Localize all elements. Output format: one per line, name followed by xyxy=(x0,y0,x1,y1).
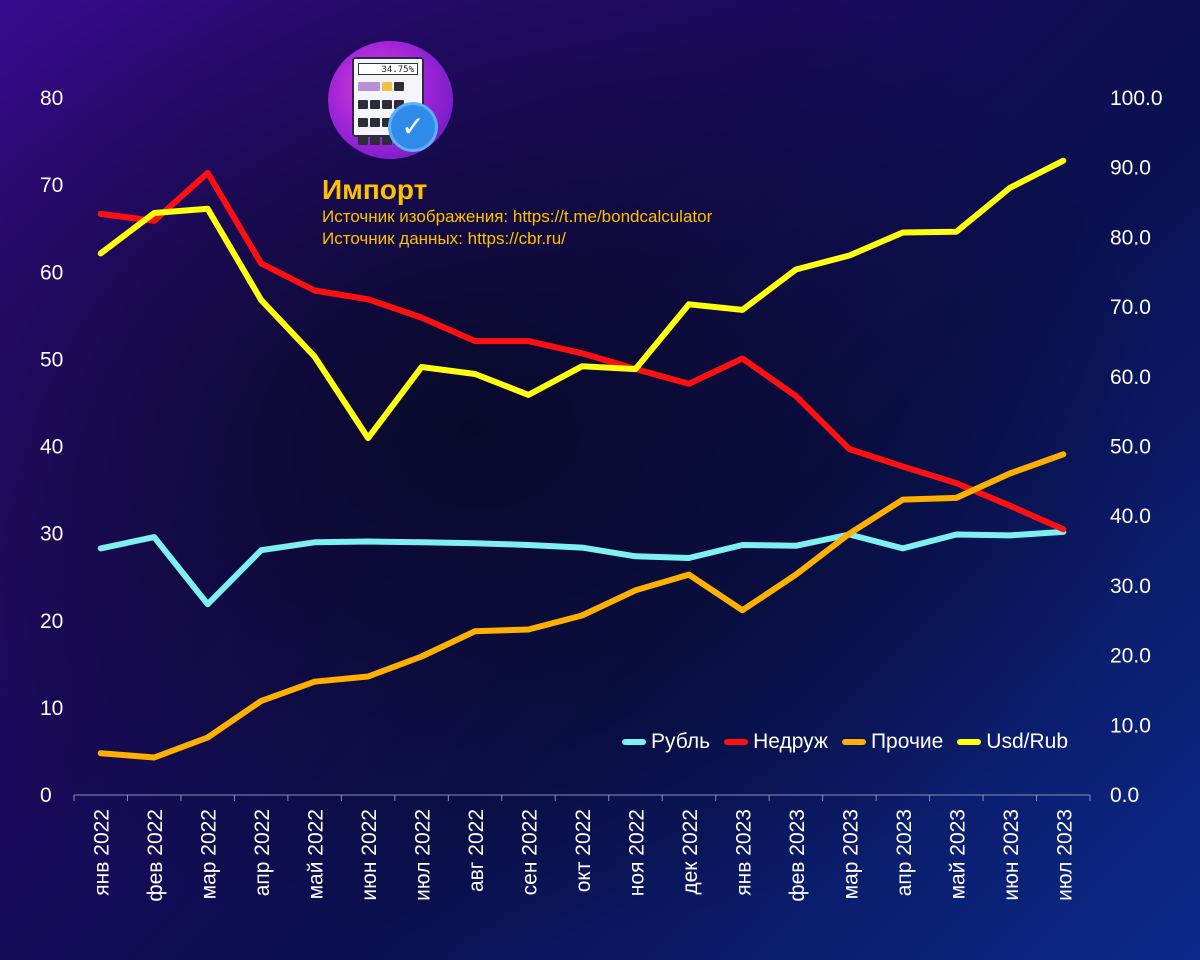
x-tick-label: май 2023 xyxy=(946,809,969,899)
data-source-text: Источник данных: https://cbr.ru/ xyxy=(322,229,566,248)
x-tick-label: июн 2022 xyxy=(358,809,381,901)
chart-legend: Рубль Недруж Прочие Usd/Rub xyxy=(622,730,1068,754)
legend-item: Прочие xyxy=(841,730,944,754)
x-tick-label: окт 2022 xyxy=(572,809,595,892)
image-source-text: Источник изображения: https://t.me/bondc… xyxy=(322,207,713,226)
x-tick-label: май 2022 xyxy=(305,809,328,899)
y-left-tick-label: 80 xyxy=(40,87,63,110)
legend-swatch xyxy=(957,739,982,745)
y-right-tick-label: 50.0 xyxy=(1110,436,1151,459)
calculator-screen: 34.75% xyxy=(358,63,418,75)
legend-item: Usd/Rub xyxy=(957,730,1068,754)
x-tick-label: фев 2023 xyxy=(786,809,809,902)
legend-swatch xyxy=(724,739,749,745)
y-right-tick-label: 60.0 xyxy=(1110,366,1151,389)
x-tick-label: сен 2022 xyxy=(519,809,542,895)
x-tick-label: мар 2022 xyxy=(198,809,221,899)
y-left-tick-label: 0 xyxy=(40,784,52,807)
series-line-1 xyxy=(97,528,1067,608)
x-tick-label: июл 2022 xyxy=(412,809,435,901)
x-tick-label: апр 2022 xyxy=(251,809,274,896)
y-left-tick-label: 60 xyxy=(40,261,63,284)
series-line-2 xyxy=(97,169,1067,533)
x-tick-label: апр 2023 xyxy=(893,809,916,896)
y-left-tick-label: 30 xyxy=(40,523,63,546)
series-line-4 xyxy=(97,157,1067,442)
y-left-tick-label: 40 xyxy=(40,436,63,459)
y-right-tick-label: 10.0 xyxy=(1110,714,1151,737)
x-tick-label: мар 2023 xyxy=(839,809,862,899)
chart-title: Импорт xyxy=(322,174,428,205)
y-right-tick-label: 90.0 xyxy=(1110,157,1151,180)
y-right-tick-label: 70.0 xyxy=(1110,296,1151,319)
x-tick-label: янв 2023 xyxy=(732,809,755,896)
x-tick-label: фев 2022 xyxy=(144,809,167,902)
x-tick-label: ноя 2022 xyxy=(625,809,648,896)
legend-label: Usd/Rub xyxy=(986,730,1068,753)
y-left-tick-label: 20 xyxy=(40,610,63,633)
x-tick-label: янв 2022 xyxy=(91,809,114,896)
calculator-logo: 34.75% ✓ xyxy=(328,41,453,159)
y-right-tick-label: 80.0 xyxy=(1110,226,1151,249)
legend-swatch xyxy=(841,739,866,745)
legend-swatch xyxy=(622,739,647,745)
y-right-tick-label: 40.0 xyxy=(1110,505,1151,528)
y-left-tick-label: 50 xyxy=(40,348,63,371)
legend-label: Недруж xyxy=(753,730,828,753)
legend-label: Рубль xyxy=(651,730,711,753)
x-tick-label: июл 2023 xyxy=(1053,809,1076,901)
legend-item: Рубль xyxy=(622,730,710,754)
y-right-tick-label: 20.0 xyxy=(1110,645,1151,668)
calculator-icon: 34.75% xyxy=(352,57,424,145)
y-right-tick-label: 100.0 xyxy=(1110,87,1163,110)
legend-item: Недруж xyxy=(724,730,828,754)
y-right-tick-label: 30.0 xyxy=(1110,575,1151,598)
y-left-tick-label: 10 xyxy=(40,697,63,720)
verified-check-icon: ✓ xyxy=(391,105,435,149)
y-left-tick-label: 70 xyxy=(40,174,63,197)
legend-label: Прочие xyxy=(870,730,944,753)
x-tick-label: июн 2023 xyxy=(1000,809,1023,901)
y-right-tick-label: 0.0 xyxy=(1110,784,1139,807)
title-block: Импорт Источник изображения: https://t.m… xyxy=(322,174,712,250)
x-tick-label: авг 2022 xyxy=(465,809,488,892)
series-line-3 xyxy=(97,451,1067,761)
x-tick-label: дек 2022 xyxy=(679,809,702,895)
